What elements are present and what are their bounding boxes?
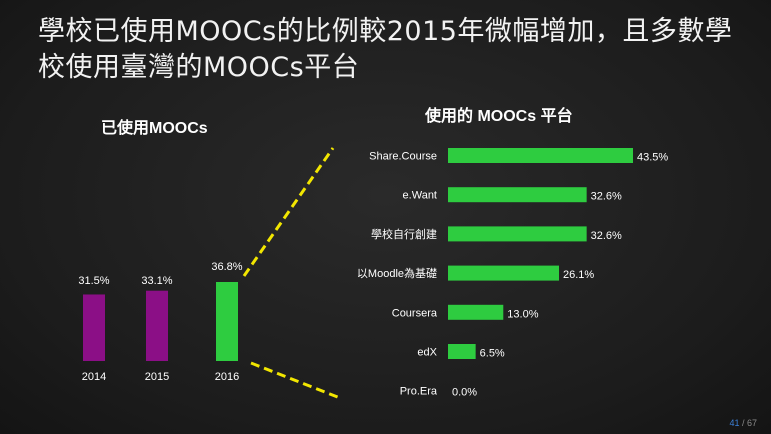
right-chart-title: 使用的 MOOCs 平台 [425,108,573,125]
hbar-5 [448,344,476,359]
hvalue-label-0: 43.5% [637,152,668,164]
left-chart-title: 已使用MOOCs [101,120,208,137]
hbar-3 [448,265,559,281]
page-number: 41 / 67 [729,418,757,428]
slide-title: 學校已使用MOOCs的比例較2015年微幅增加，且多數學校使用臺灣的MOOCs平… [38,16,733,83]
hcategory-label-4: Coursera [392,307,438,319]
hbar-4 [448,304,504,320]
value-label-2014: 31.5% [78,275,109,287]
hbar-2 [448,226,587,242]
hvalue-label-3: 26.1% [563,269,594,281]
category-label-2016: 2016 [215,371,239,383]
hcategory-label-3: 以Moodle為基礎 [357,266,437,280]
hcategory-label-2: 學校自行創建 [371,227,437,241]
hcategory-label-1: e.Want [403,190,437,202]
hvalue-label-4: 13.0% [507,308,538,320]
hcategory-label-6: Pro.Era [400,386,438,398]
right-bar-chart: Share.Course 43.5% e.Want 32.6% 學校自行創建 32.6% 以… [357,148,668,399]
bar-2016 [216,282,238,361]
left-bar-chart: 31.5% 2014 33.1% 2015 36.8% 2016 [78,261,242,383]
hvalue-label-1: 32.6% [591,191,622,203]
hbar-1 [448,187,587,203]
connector-lines [242,147,341,400]
page-current: 41 [729,418,740,428]
connector-upper [242,147,335,277]
hvalue-label-6: 0.0% [452,387,477,399]
value-label-2016: 36.8% [211,261,242,273]
category-label-2015: 2015 [145,371,169,383]
bar-2014 [83,294,105,361]
hcategory-label-5: edX [417,347,437,359]
value-label-2015: 33.1% [141,275,172,287]
bar-2015 [146,290,168,361]
hbar-0 [448,148,633,163]
hvalue-label-5: 6.5% [480,348,505,360]
hcategory-label-0: Share.Course [369,151,437,163]
hvalue-label-2: 32.6% [591,230,622,242]
connector-lower [250,361,341,400]
page-total: / 67 [741,418,757,428]
category-label-2014: 2014 [82,371,106,383]
